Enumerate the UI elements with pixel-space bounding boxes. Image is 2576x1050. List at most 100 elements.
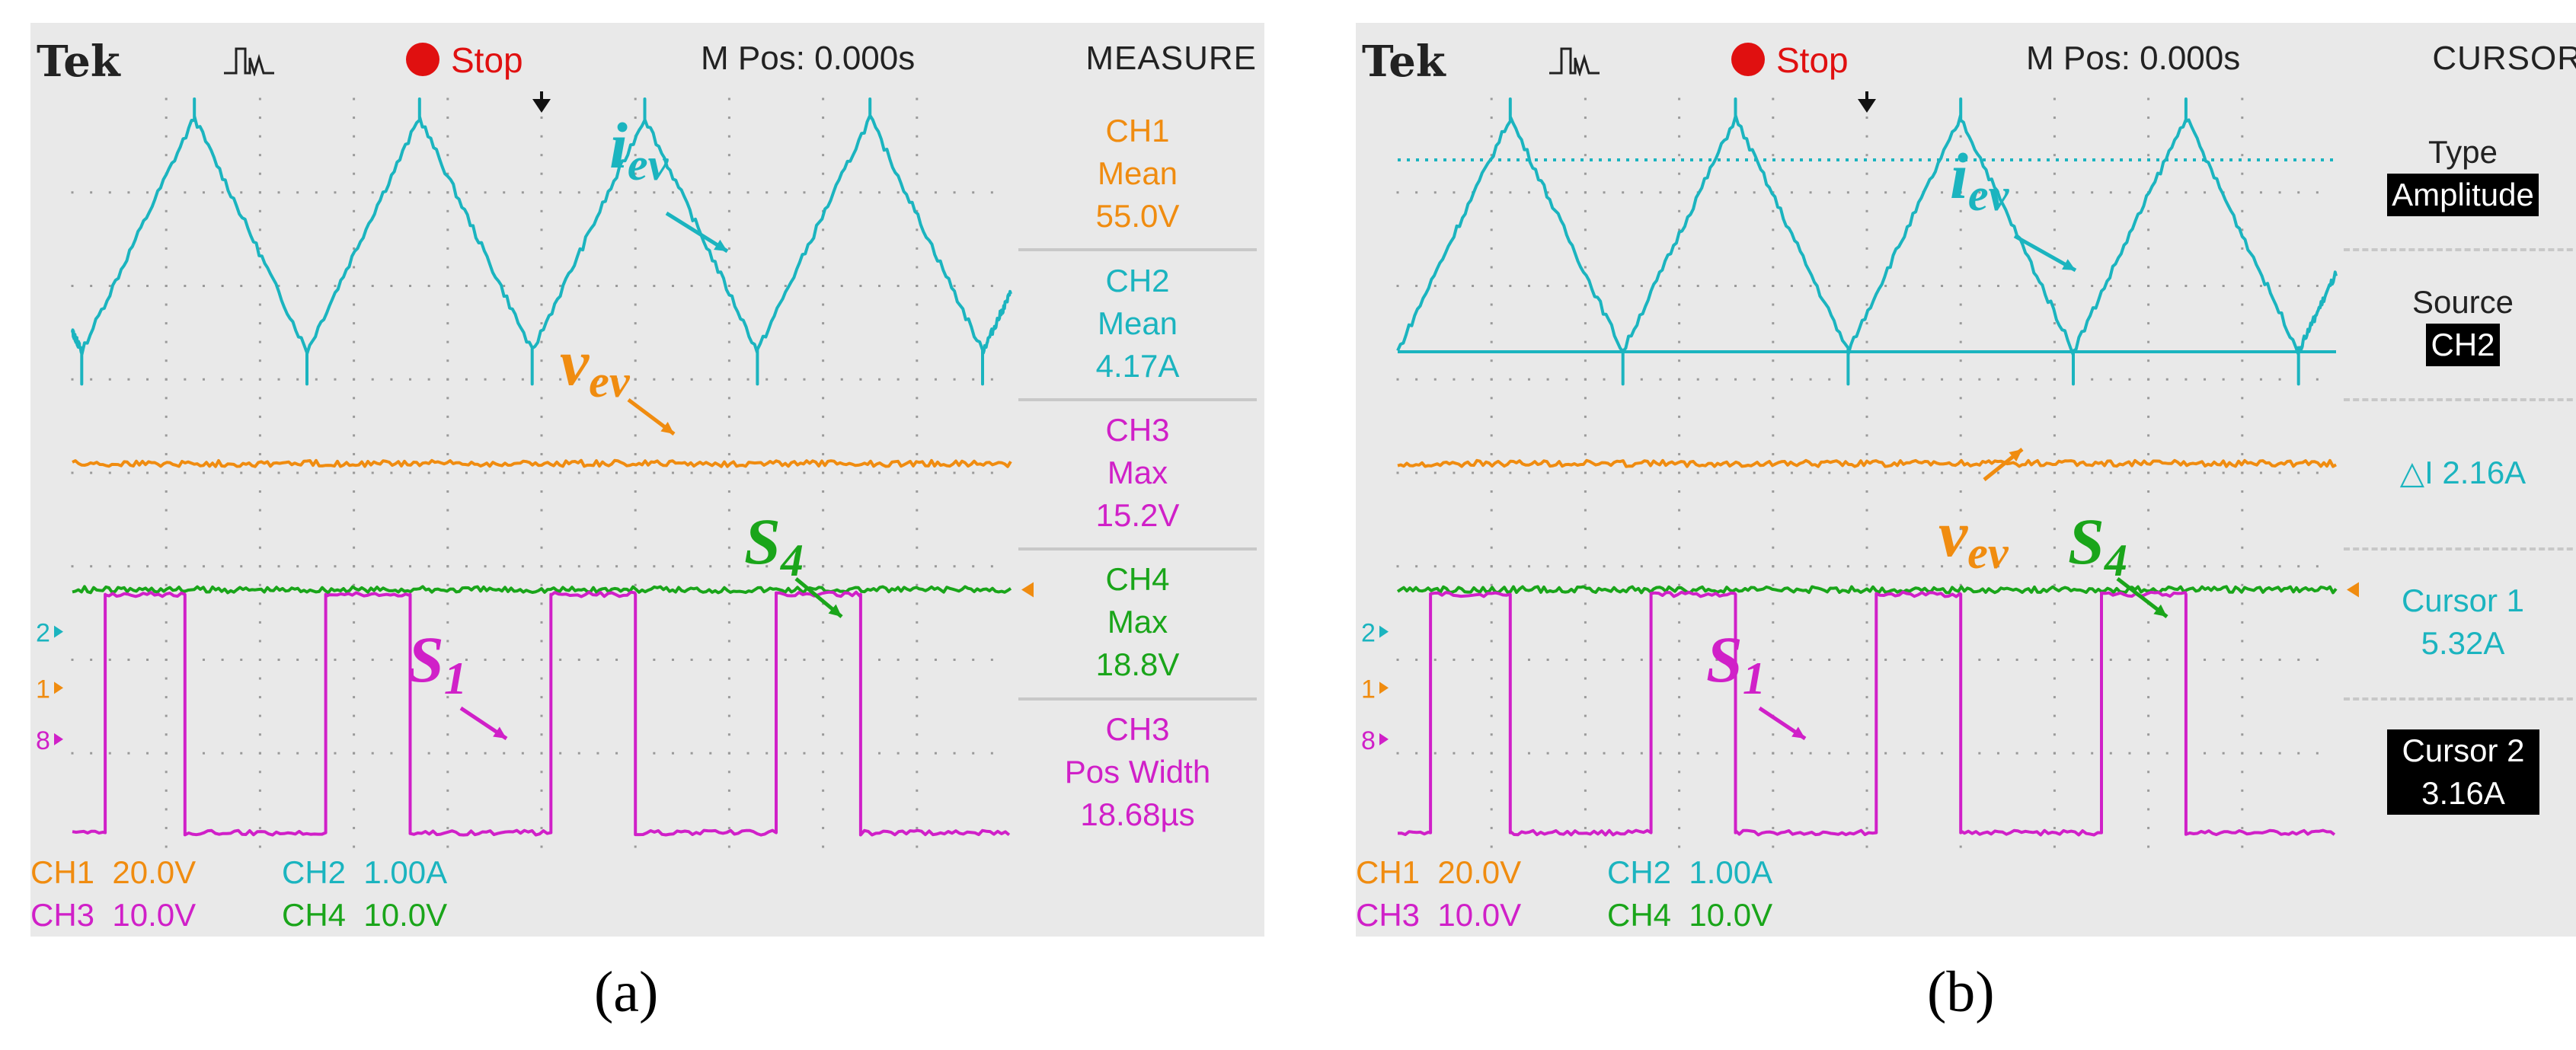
label-iev: iev bbox=[609, 109, 670, 190]
side-menu-text: Mean bbox=[1097, 305, 1178, 341]
side-menu-item[interactable]: CH3 Pos Width 18.68µs bbox=[1018, 708, 1257, 836]
panel-caption-b: (b) bbox=[1927, 960, 1995, 1024]
side-menu-divider bbox=[2344, 697, 2576, 701]
side-menu-divider bbox=[2344, 547, 2576, 551]
label-iev: iev bbox=[1950, 139, 2010, 221]
side-menu-item[interactable]: Cursor 2 3.16A bbox=[2387, 729, 2539, 815]
trace-vev bbox=[1397, 458, 2337, 468]
trace-s1 bbox=[1397, 590, 2336, 837]
channel-ground-marker: 2 bbox=[1361, 619, 1376, 648]
trigger-level-marker bbox=[2347, 582, 2359, 598]
top-status-bar: Tek Stop M Pos: 0.000s MEASURE bbox=[30, 23, 1264, 97]
panel-caption-a: (a) bbox=[594, 960, 659, 1024]
side-menu-text: CH1 bbox=[1105, 113, 1170, 149]
side-menu-divider bbox=[1018, 697, 1257, 701]
label-vev: vev bbox=[1938, 497, 2009, 579]
label-s4: S4 bbox=[2068, 505, 2127, 586]
measure-side-menu: CH1 Mean 55.0V CH2 Mean 4.17A CH3 Max 15.2V CH4 Ma… bbox=[1018, 99, 1257, 847]
side-menu-divider bbox=[1018, 248, 1257, 252]
side-menu-text: CH3 bbox=[1105, 412, 1170, 448]
side-menu-text: △I 2.16A bbox=[2399, 455, 2526, 490]
channel-scale-ch1: CH1 20.0V bbox=[30, 854, 197, 890]
top-status-bar: Tek Stop M Pos: 0.000s CURSOR bbox=[1356, 23, 2576, 97]
side-menu-text: 18.68µs bbox=[1080, 796, 1195, 832]
side-menu-item[interactable]: Cursor 1 5.32A bbox=[2344, 579, 2576, 665]
side-menu-text: CH4 bbox=[1105, 561, 1170, 598]
trace-s4 bbox=[1396, 585, 2338, 595]
label-s4: S4 bbox=[744, 505, 804, 586]
side-menu-text: CH3 bbox=[1105, 710, 1170, 747]
channel-scale-bar: CH1 20.0V CH2 1.00A CH3 10.0V CH4 10.0V bbox=[30, 847, 1264, 937]
channel-scale-ch4: CH4 10.0V bbox=[282, 897, 448, 933]
channel-ground-marker: 8 bbox=[1361, 726, 1376, 755]
label-s1: S1 bbox=[1706, 623, 1766, 704]
run-status: Stop bbox=[1776, 40, 1849, 80]
channel-ground-marker: 2 bbox=[36, 619, 50, 648]
side-menu-divider bbox=[1018, 547, 1257, 551]
channel-scale-ch3: CH3 10.0V bbox=[1356, 897, 1522, 933]
channel-ground-marker: 1 bbox=[1361, 675, 1376, 704]
channel-scale-bar: CH1 20.0V CH2 1.00A CH3 10.0V CH4 10.0V bbox=[1356, 847, 2576, 937]
channel-scale-ch1: CH1 20.0V bbox=[1356, 854, 1522, 890]
brand-logo: Tek bbox=[1362, 37, 1446, 87]
cursor-side-menu: Type Amplitude Source CH2 △I 2.16A Cursor 1 5.… bbox=[2344, 99, 2576, 847]
side-menu-item[interactable]: Source CH2 bbox=[2344, 281, 2576, 366]
waveform-graticule: 2 1 8 iev vev S4 S1 bbox=[36, 91, 1034, 848]
side-menu-text: Cursor 1 bbox=[2401, 582, 2525, 619]
side-menu-item[interactable]: △I 2.16A bbox=[2344, 452, 2576, 494]
stop-indicator-icon bbox=[406, 43, 439, 76]
side-menu-text: Pos Width bbox=[1064, 753, 1211, 790]
horizontal-position: M Pos: 0.000s bbox=[701, 40, 916, 77]
side-menu-item[interactable]: CH1 Mean 55.0V bbox=[1018, 110, 1257, 238]
side-menu-item[interactable]: CH2 Mean 4.17A bbox=[1018, 260, 1257, 388]
side-menu-item[interactable]: CH4 Max 18.8V bbox=[1018, 558, 1257, 686]
channel-scale-ch4: CH4 10.0V bbox=[1607, 897, 1773, 933]
run-status: Stop bbox=[451, 40, 523, 80]
horizontal-position: M Pos: 0.000s bbox=[2026, 40, 2241, 77]
trigger-position-marker bbox=[532, 99, 551, 113]
side-menu-item[interactable]: CH3 Max 15.2V bbox=[1018, 409, 1257, 537]
side-menu-text: 55.0V bbox=[1095, 198, 1180, 235]
channel-ground-marker: 8 bbox=[36, 726, 50, 755]
brand-logo: Tek bbox=[37, 37, 120, 87]
side-menu-text: CH2 bbox=[1105, 262, 1170, 298]
trigger-position-marker bbox=[1858, 99, 1876, 113]
side-menu-text: CH2 bbox=[2344, 323, 2576, 366]
waveform-graticule: 2 1 8 iev vev S4 S1 bbox=[1361, 91, 2359, 848]
oscilloscope-panel-b: Tek Stop M Pos: 0.000s CURSOR 2 1 8 iev vev S… bbox=[1356, 23, 2576, 937]
channel-scale-ch3: CH3 10.0V bbox=[30, 897, 197, 933]
trace-iev bbox=[1396, 97, 2338, 386]
label-vev: vev bbox=[560, 326, 631, 407]
channel-scale-ch2: CH2 1.00A bbox=[1607, 854, 1773, 890]
side-menu-text: Max bbox=[1107, 604, 1168, 640]
side-menu-text: 18.8V bbox=[1095, 646, 1180, 683]
side-menu-text: Max bbox=[1107, 455, 1168, 490]
trigger-icon bbox=[224, 47, 274, 76]
stop-indicator-icon bbox=[1731, 43, 1765, 76]
side-menu-divider bbox=[2344, 248, 2576, 252]
side-menu-item[interactable]: Type Amplitude bbox=[2344, 131, 2576, 217]
trigger-icon bbox=[1549, 47, 1600, 76]
oscilloscope-panel-a: Tek Stop M Pos: 0.000s MEASURE 2 1 8 iev vev… bbox=[30, 23, 1264, 937]
trace-iev bbox=[71, 97, 1012, 386]
trigger-level-marker bbox=[1021, 582, 1034, 598]
side-menu-text: 4.17A bbox=[1095, 347, 1180, 384]
side-menu-text: 15.2V bbox=[1095, 497, 1180, 533]
side-menu-text: Mean bbox=[1097, 155, 1178, 192]
side-menu-text: 5.32A bbox=[2421, 625, 2505, 662]
trace-s1 bbox=[72, 590, 1011, 837]
channel-scale-ch2: CH2 1.00A bbox=[282, 854, 448, 890]
label-s1: S1 bbox=[407, 623, 467, 704]
trace-s4 bbox=[72, 585, 1012, 595]
side-menu-text: Cursor 2 bbox=[2387, 729, 2539, 772]
side-menu-text: Source bbox=[2411, 283, 2514, 320]
menu-title: CURSOR bbox=[2432, 40, 2576, 77]
side-menu-text: 3.16A bbox=[2387, 771, 2539, 815]
side-menu-text: Amplitude bbox=[2344, 174, 2576, 217]
channel-ground-marker: 1 bbox=[36, 675, 50, 704]
trace-vev bbox=[72, 458, 1012, 468]
graticule-dots bbox=[71, 97, 993, 848]
side-menu-text: Type bbox=[2427, 134, 2498, 171]
menu-title: MEASURE bbox=[1085, 40, 1257, 77]
side-menu-divider bbox=[2344, 397, 2576, 401]
